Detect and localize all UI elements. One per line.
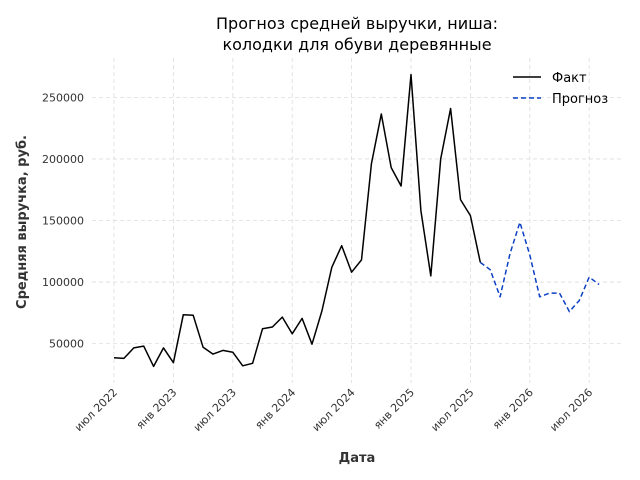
chart-title-line-2: колодки для обуви деревянные — [222, 35, 491, 54]
x-axis-ticks: июл 2022 янв 2023 июл 2023 янв 2024 июл 2024… — [72, 386, 595, 434]
y-tick-label: 150000 — [42, 215, 84, 228]
x-tick-label: янв 2024 — [253, 386, 299, 432]
x-tick-label: янв 2023 — [134, 386, 180, 432]
y-tick-label: 250000 — [42, 91, 84, 104]
series-lines — [113, 73, 600, 368]
x-tick-label: янв 2026 — [490, 386, 536, 432]
x-tick-label: июл 2025 — [428, 386, 476, 434]
y-tick-label: 100000 — [42, 276, 84, 289]
y-axis-label: Средняя выручка, руб. — [15, 135, 30, 309]
legend: Факт Прогноз — [513, 71, 608, 107]
x-tick-label: янв 2025 — [371, 386, 417, 432]
grid — [92, 58, 623, 383]
y-axis-ticks: 50000 100000 150000 200000 250000 — [42, 91, 84, 350]
x-axis-label: Дата — [339, 451, 376, 466]
chart-title-line-1: Прогноз средней выручки, ниша: — [216, 14, 498, 33]
series-line-forecast — [479, 221, 600, 313]
y-tick-label: 200000 — [42, 153, 84, 166]
x-tick-label: июл 2023 — [191, 386, 239, 434]
series-line-fact — [113, 73, 482, 368]
y-tick-label: 50000 — [49, 338, 84, 351]
x-tick-label: июл 2022 — [72, 386, 120, 434]
legend-label-forecast: Прогноз — [552, 92, 608, 107]
legend-label-fact: Факт — [552, 71, 587, 86]
x-tick-label: июл 2024 — [310, 386, 358, 434]
x-tick-label: июл 2026 — [547, 386, 595, 434]
